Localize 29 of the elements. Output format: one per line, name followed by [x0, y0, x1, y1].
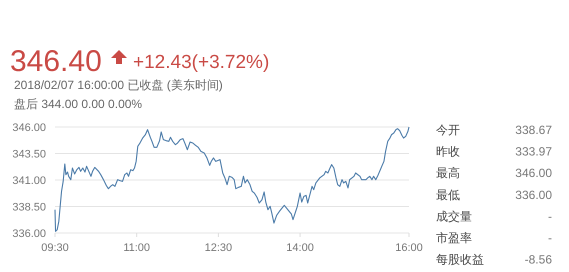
- x-tick-label: 14:00: [286, 242, 314, 254]
- text: 2018/02/07 16:00:00 已收盘 (美东时间): [14, 78, 223, 92]
- x-tick-label: 09:30: [41, 242, 69, 254]
- text: -: [548, 231, 552, 245]
- text: 每股收益: [436, 252, 484, 267]
- chart-title: 346.40: [10, 45, 102, 78]
- x-tick-label: 11:00: [123, 242, 150, 254]
- text: -8.56: [524, 252, 552, 267]
- text: +12.43(+3.72%): [133, 52, 270, 73]
- text: -: [548, 209, 552, 224]
- text: 346.00: [515, 166, 552, 180]
- y-tick-label: 338.50: [12, 202, 46, 214]
- text: 338.67: [515, 123, 552, 137]
- text: 333.97: [515, 144, 552, 159]
- x-tick-label: 12:30: [204, 242, 232, 254]
- x-tick-label: 16:00: [395, 242, 423, 254]
- y-tick-label: 336.00: [12, 228, 46, 240]
- text: 最低: [436, 188, 460, 202]
- y-tick-label: 341.00: [12, 175, 46, 187]
- text: 市盈率: [436, 231, 472, 245]
- text: 昨收: [436, 144, 460, 159]
- text: 336.00: [515, 188, 552, 202]
- y-tick-label: 343.50: [12, 148, 46, 160]
- text: 成交量: [436, 209, 472, 224]
- text: 最高: [436, 166, 460, 180]
- y-tick-label: 346.00: [12, 122, 46, 134]
- text: 今开: [436, 123, 460, 137]
- text: 盘后 344.00 0.00 0.00%: [14, 97, 142, 111]
- line-series: [54, 126, 410, 232]
